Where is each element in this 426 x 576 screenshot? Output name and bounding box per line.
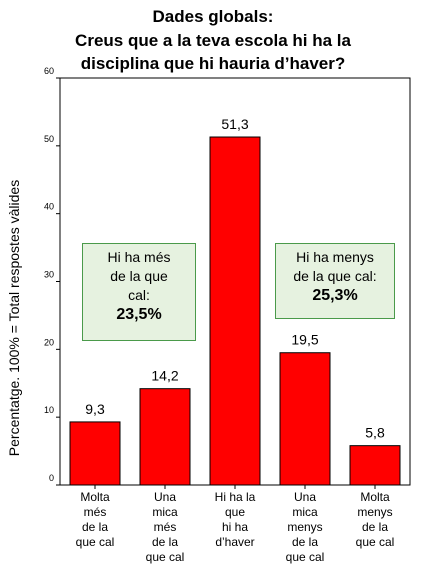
x-tick-label: Hi ha la que hi ha d’haver: [195, 490, 275, 550]
x-tick-label-line: de la: [81, 520, 109, 534]
annotation-more-line-1: Hi ha més: [107, 249, 171, 265]
y-tick-label: 20: [44, 337, 54, 347]
y-tick-label: 50: [44, 134, 54, 144]
bar-value-label: 51,3: [221, 116, 248, 132]
x-tick-label-line: de la: [151, 535, 179, 549]
x-tick-label-line: que cal: [145, 550, 185, 564]
annotation-less-line-2: de la que cal:: [293, 268, 377, 284]
bar: [349, 445, 401, 486]
y-tick-label: 60: [44, 66, 54, 76]
x-tick-label-line: més: [83, 505, 107, 519]
bar-value-label: 5,8: [365, 425, 385, 441]
annotation-box-more: Hi ha més de la que cal: 23,5%: [82, 243, 196, 341]
annotation-more-line-3: cal:: [128, 287, 150, 303]
x-tick-label-line: que: [224, 505, 246, 519]
x-tick-label-line: d’haver: [215, 535, 255, 549]
chart-title-line-1: Dades globals:: [152, 7, 274, 26]
x-tick-label: Molta menys de la que cal: [335, 490, 415, 550]
x-tick-label: Molta més de la que cal: [55, 490, 135, 550]
bar-value-label: 19,5: [291, 332, 318, 348]
x-tick-label-line: Una: [153, 490, 176, 504]
x-tick-label-line: menys: [357, 505, 393, 519]
chart-title-line-3: disciplina que hi hauria d’haver?: [80, 54, 346, 73]
x-tick-label-line: hi ha: [221, 520, 249, 534]
x-tick-label-line: que cal: [355, 535, 395, 549]
x-tick-label-line: que cal: [285, 550, 325, 564]
bar-value-label: 9,3: [85, 401, 105, 417]
x-tick-label: Una mica més de la que cal: [125, 490, 205, 565]
x-tick-label-line: Molta: [80, 490, 110, 504]
annotation-less-value: 25,3%: [312, 287, 358, 304]
x-tick-label-line: mica: [292, 505, 318, 519]
x-tick-label-line: Hi ha la: [214, 490, 256, 504]
y-tick-label: 40: [44, 202, 54, 212]
x-tick-label-line: Una: [293, 490, 316, 504]
x-tick-label-line: de la: [361, 520, 389, 534]
bar-value-label: 14,2: [151, 368, 178, 384]
x-tick-label: Una mica menys de la que cal: [265, 490, 345, 565]
y-tick-label: 30: [44, 270, 54, 280]
x-tick-label-line: més: [153, 520, 177, 534]
x-tick-label-line: menys: [287, 520, 323, 534]
annotation-more-value: 23,5%: [116, 306, 162, 323]
y-axis-label: Percentatge. 100% = Total respostes vàli…: [6, 179, 22, 457]
bar: [139, 388, 191, 486]
bar: [69, 421, 121, 486]
annotation-more-line-2: de la que: [110, 268, 168, 284]
x-tick-label-line: mica: [152, 505, 178, 519]
annotation-less-line-1: Hi ha menys: [296, 249, 374, 265]
y-tick-label: 10: [44, 405, 54, 415]
bar: [209, 136, 261, 486]
bar: [279, 352, 331, 486]
x-tick-label-line: de la: [291, 535, 319, 549]
annotation-box-less: Hi ha menys de la que cal: 25,3%: [275, 243, 395, 319]
chart-title-line-2: Creus que a la teva escola hi ha la: [75, 31, 351, 50]
x-tick-label-line: que cal: [75, 535, 115, 549]
x-tick-label-line: Molta: [360, 490, 390, 504]
y-tick-label: 0: [49, 473, 54, 483]
